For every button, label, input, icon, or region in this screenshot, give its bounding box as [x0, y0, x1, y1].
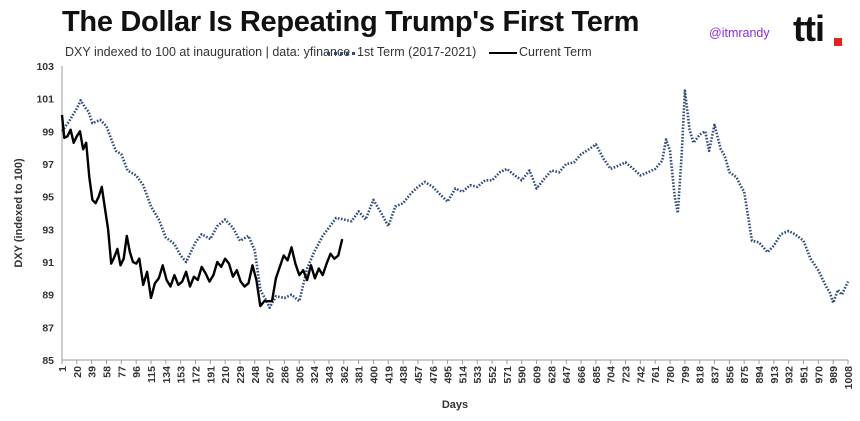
x-tick-label: 704	[606, 366, 618, 384]
x-tick-label: 780	[665, 366, 677, 384]
x-tick-label: 457	[413, 366, 425, 384]
logo-dot-icon	[834, 38, 842, 46]
x-tick-label: 875	[739, 366, 751, 384]
x-tick-label: 191	[205, 366, 217, 384]
x-tick-label: 267	[265, 366, 277, 384]
x-tick-label: 913	[769, 366, 781, 384]
x-tick-label: 894	[754, 366, 766, 384]
y-tick-label: 95	[42, 192, 54, 204]
y-tick-label: 89	[42, 290, 54, 302]
x-tick-label: 552	[487, 366, 499, 384]
x-tick-label: 39	[87, 366, 99, 378]
author-handle: @itmrandy	[709, 26, 770, 40]
x-axis-title: Days	[442, 399, 468, 411]
x-tick-label: 989	[828, 366, 840, 384]
y-axis-title: DXY (indexed to 100)	[13, 158, 25, 268]
y-tick-label: 93	[42, 224, 54, 236]
x-tick-label: 20	[72, 366, 84, 378]
legend-swatch-current-term	[489, 52, 517, 54]
x-tick-label: 229	[235, 366, 247, 384]
x-tick-label: 742	[635, 366, 647, 384]
x-tick-label: 343	[324, 366, 336, 384]
legend-label-first-term: 1st Term (2017-2021)	[357, 45, 477, 59]
x-tick-label: 248	[250, 366, 262, 384]
y-tick-labels: 85 87 89 91 93 95 97 99 101 103	[36, 61, 54, 367]
x-tick-label: 495	[443, 366, 455, 384]
x-tick-label: 305	[294, 366, 306, 384]
y-tick-label: 85	[42, 355, 54, 367]
x-tick-label: 571	[502, 366, 514, 384]
x-tick-label: 134	[161, 366, 173, 384]
x-tick-label: 476	[428, 366, 440, 384]
x-tick-label: 666	[576, 366, 588, 384]
x-tick-label: 172	[190, 366, 202, 384]
chart-title: The Dollar Is Repeating Trump's First Te…	[62, 6, 640, 38]
y-tick-label: 91	[42, 257, 54, 269]
legend-label-current-term: Current Term	[519, 45, 592, 59]
x-tick-label: 381	[354, 366, 366, 384]
y-tick-label: 103	[36, 61, 54, 73]
x-tick-label: 685	[591, 366, 603, 384]
chart-axes	[61, 66, 848, 361]
x-tick-label: 1008	[843, 366, 855, 390]
x-tick-label: 58	[101, 366, 113, 378]
y-tick-label: 97	[42, 159, 54, 171]
series-current-term-line	[60, 114, 344, 308]
x-tick-label: 837	[710, 366, 722, 384]
x-tick-label: 647	[561, 366, 573, 384]
x-tick-label: 438	[398, 366, 410, 384]
x-tick-label: 286	[279, 366, 291, 384]
x-tick-label: 951	[799, 366, 811, 384]
x-tick-label: 96	[131, 366, 143, 378]
x-tick-label: 153	[176, 366, 188, 384]
x-tick-label: 932	[784, 366, 796, 384]
x-tick-label: 818	[695, 366, 707, 384]
y-tick-label: 99	[42, 126, 54, 138]
x-tick-label: 856	[724, 366, 736, 384]
x-tick-labels: 1 20 39 58 77 96 115 134 153 172 191 210 229 248 267 28…	[57, 360, 855, 389]
x-tick-label: 761	[650, 366, 662, 384]
x-tick-label: 115	[146, 366, 158, 383]
x-tick-label: 362	[339, 366, 351, 384]
x-tick-label: 514	[457, 366, 469, 384]
x-tick-label: 723	[621, 366, 633, 384]
y-tick-label: 101	[36, 94, 54, 106]
brand-logo: tti	[793, 8, 825, 49]
y-tick-label: 87	[42, 322, 54, 334]
x-tick-label: 609	[532, 366, 544, 384]
x-tick-label: 400	[368, 366, 380, 384]
x-tick-label: 419	[383, 366, 395, 384]
x-tick-label: 533	[472, 366, 484, 384]
x-tick-label: 210	[220, 366, 232, 384]
chart-subtitle: DXY indexed to 100 at inauguration | dat…	[65, 45, 351, 59]
x-tick-label: 324	[309, 366, 321, 384]
x-tick-label: 628	[546, 366, 558, 384]
x-tick-label: 77	[116, 366, 128, 378]
legend-swatch-first-term	[327, 52, 355, 55]
x-tick-label: 799	[680, 366, 692, 384]
x-tick-label: 590	[517, 366, 529, 384]
series-first-term-line	[60, 89, 850, 310]
x-tick-label: 1	[57, 366, 69, 372]
x-tick-label: 970	[813, 366, 825, 384]
chart-series	[60, 89, 850, 310]
